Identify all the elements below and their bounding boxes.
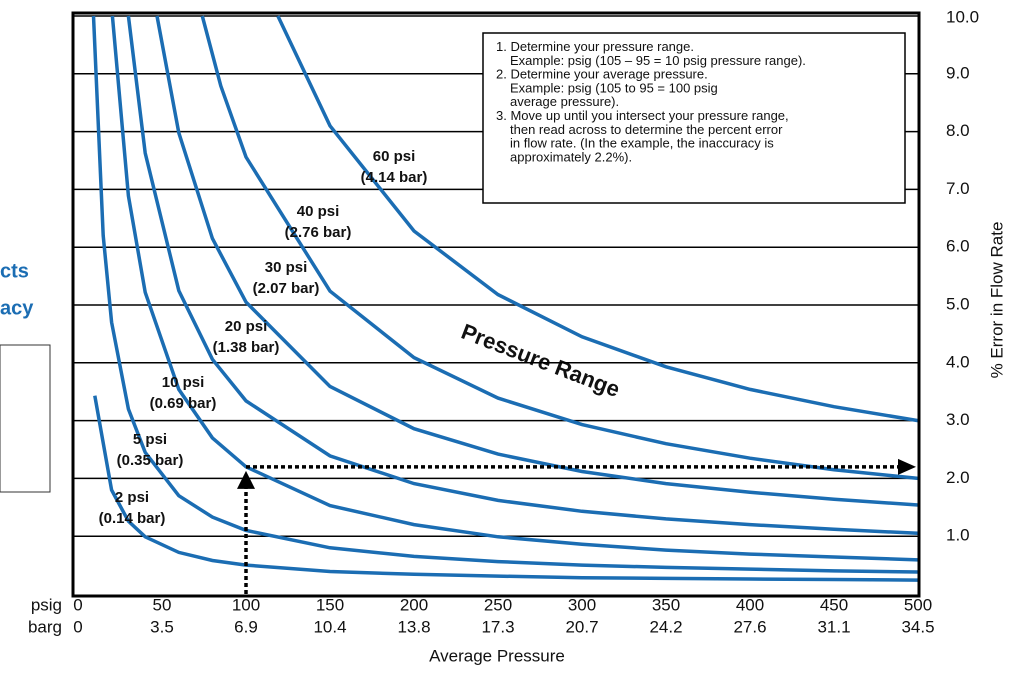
- curve-label: 10 psi: [162, 374, 205, 391]
- x-secondary-label: 24.2: [649, 617, 682, 636]
- x-tick-label: 250: [484, 595, 512, 614]
- x-tick-label: 200: [400, 595, 428, 614]
- curve-sublabel: (0.35 bar): [117, 452, 184, 469]
- x-tick-label: 500: [904, 595, 932, 614]
- x-secondary-label: 34.5: [901, 617, 934, 636]
- y-tick-label: 10.0: [946, 7, 979, 26]
- curve: [95, 396, 918, 580]
- instruction-line: Example: psig (105 – 95 = 10 psig pressu…: [510, 53, 806, 68]
- curve-sublabel: (0.14 bar): [99, 510, 166, 527]
- curve-sublabel: (2.07 bar): [253, 280, 320, 297]
- curve-sublabel: (0.69 bar): [150, 395, 217, 412]
- y-tick-label: 5.0: [946, 294, 970, 313]
- instruction-line: in flow rate. (In the example, the inacc…: [510, 136, 774, 151]
- x-row-label: psig: [31, 595, 62, 614]
- side-box: [0, 345, 50, 492]
- curve-sublabel: (2.76 bar): [285, 224, 352, 241]
- y-tick-label: 7.0: [946, 179, 970, 198]
- arrow-head: [237, 471, 255, 489]
- instruction-line: Example: psig (105 to 95 = 100 psig: [510, 80, 718, 95]
- x-tick-label: 300: [568, 595, 596, 614]
- side-fragment: acy: [0, 297, 34, 319]
- x-tick-label: 50: [153, 595, 172, 614]
- x-secondary-label: 31.1: [817, 617, 850, 636]
- x-tick-label: 350: [652, 595, 680, 614]
- instruction-line: 3. Move up until you intersect your pres…: [496, 108, 789, 123]
- curve-label: 60 psi: [373, 148, 416, 165]
- x-tick-label: 0: [73, 595, 82, 614]
- curve-label: 5 psi: [133, 431, 167, 448]
- arrow-head: [898, 459, 916, 475]
- curve-label: 20 psi: [225, 318, 268, 335]
- instruction-line: approximately 2.2%).: [510, 149, 632, 164]
- x-secondary-label: 6.9: [234, 617, 258, 636]
- y-tick-label: 2.0: [946, 468, 970, 487]
- x-secondary-label: 10.4: [313, 617, 346, 636]
- chart: cts acy psig barg Average Pressure % Err…: [0, 0, 1021, 684]
- y-tick-label: 3.0: [946, 410, 970, 429]
- instruction-line: 2. Determine your average pressure.: [496, 67, 708, 82]
- x-secondary-label: 20.7: [565, 617, 598, 636]
- instruction-line: then read across to determine the percen…: [510, 122, 783, 137]
- x-tick-label: 100: [232, 595, 260, 614]
- instruction-line: average pressure).: [510, 94, 619, 109]
- curve-sublabel: (1.38 bar): [213, 339, 280, 356]
- y-tick-label: 8.0: [946, 121, 970, 140]
- y-axis-label: % Error in Flow Rate: [987, 222, 1006, 379]
- x-secondary-label: 0: [73, 617, 82, 636]
- y-tick-label: 6.0: [946, 237, 970, 256]
- x-tick-label: 150: [316, 595, 344, 614]
- x-tick-label: 450: [820, 595, 848, 614]
- instruction-line: 1. Determine your pressure range.: [496, 39, 694, 54]
- curve-label: 2 psi: [115, 489, 149, 506]
- y-tick-label: 9.0: [946, 63, 970, 82]
- side-fragment: cts: [0, 260, 29, 282]
- curve-label: 40 psi: [297, 203, 340, 220]
- x-secondary-label: 13.8: [397, 617, 430, 636]
- x-secondary-label: 27.6: [733, 617, 766, 636]
- x-axis-label: Average Pressure: [429, 646, 565, 665]
- curve-sublabel: (4.14 bar): [361, 169, 428, 186]
- x-secondary-label: 17.3: [481, 617, 514, 636]
- y-tick-label: 4.0: [946, 352, 970, 371]
- x-tick-label: 400: [736, 595, 764, 614]
- x-row-label: barg: [28, 617, 62, 636]
- y-tick-label: 1.0: [946, 526, 970, 545]
- curve-label: 30 psi: [265, 259, 308, 276]
- x-secondary-label: 3.5: [150, 617, 174, 636]
